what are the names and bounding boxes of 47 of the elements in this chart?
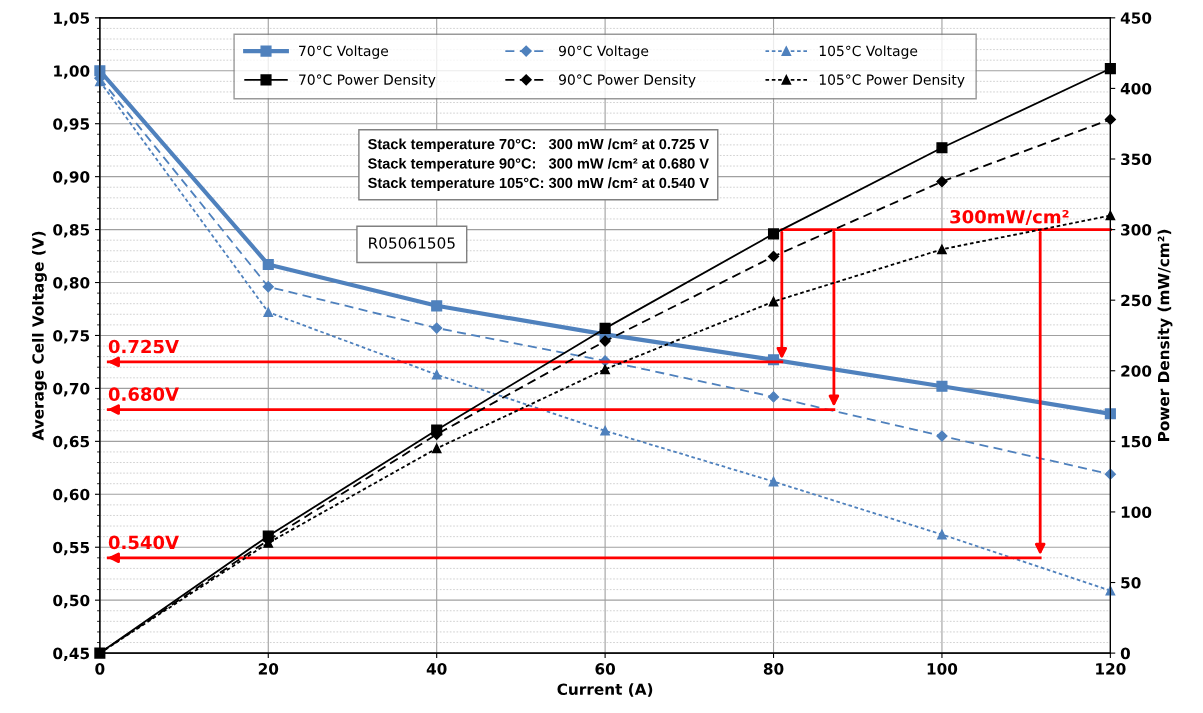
y2-tick-label: 250 xyxy=(1121,294,1152,307)
x-tick-label: 20 xyxy=(258,663,279,675)
y-tick-label: 0,55 xyxy=(53,541,90,556)
annotation: Stack temperature 105°C: 300 mW /cm² at 0.540 V xyxy=(368,177,709,191)
y2-tick-label: 150 xyxy=(1121,435,1152,448)
y-tick-label: 0,70 xyxy=(53,382,90,397)
y2-tick-label: 400 xyxy=(1120,82,1152,95)
y-tick-label: 0,60 xyxy=(53,488,90,503)
legend-label: 105°C Voltage xyxy=(819,45,918,59)
y-tick-label: 1,05 xyxy=(54,12,90,26)
y2-tick-label: 200 xyxy=(1121,365,1152,377)
legend-label: 70°C Power Density xyxy=(299,74,436,88)
y-tick-label: 1,00 xyxy=(54,65,90,79)
y-tick-label: 0,95 xyxy=(53,118,90,132)
annotation: R05061505 xyxy=(369,237,455,249)
y2-axis-title: Power Density (mW/cm²) xyxy=(1157,229,1173,441)
x-tick-label: 80 xyxy=(763,663,784,675)
x-tick-label: 0 xyxy=(95,663,105,675)
x-axis-title: Current (A) xyxy=(557,683,653,697)
legend-label: 90°C Power Density xyxy=(558,74,696,88)
y2-tick-label: 0 xyxy=(1120,647,1130,660)
ref-line-label: 300mW/cm² xyxy=(950,209,1069,225)
y-tick-label: 0,90 xyxy=(53,171,90,185)
legend-label: 105°C Power Density xyxy=(819,74,965,88)
y-tick-label: 0,45 xyxy=(53,647,90,662)
annotation: Stack temperature 70°C: 300 mW /cm² at 0.725 V xyxy=(368,138,709,153)
y2-tick-label: 50 xyxy=(1121,576,1141,589)
y2-tick-label: 450 xyxy=(1120,12,1152,24)
y-tick-label: 0,75 xyxy=(53,329,90,344)
y-axis-title: Average Cell Voltage (V) xyxy=(31,231,47,441)
y-tick-label: 0,80 xyxy=(53,276,90,291)
y-tick-label: 0,50 xyxy=(53,594,90,609)
ref-line-label: 0.540V xyxy=(108,535,179,550)
y2-tick-label: 350 xyxy=(1121,153,1152,166)
y-tick-label: 0,65 xyxy=(53,435,90,450)
legend-label: 70°C Voltage xyxy=(299,45,389,59)
x-tick-label: 120 xyxy=(1096,663,1126,675)
y2-tick-label: 300 xyxy=(1121,224,1152,236)
x-tick-label: 40 xyxy=(426,663,447,675)
y2-tick-label: 100 xyxy=(1121,506,1152,518)
ref-line-label: 0.680V xyxy=(108,387,179,401)
x-tick-label: 60 xyxy=(595,663,616,675)
legend-label: 90°C Voltage xyxy=(558,45,649,59)
ref-line-label: 0.725V xyxy=(108,339,179,354)
annotation: Stack temperature 90°C: 300 mW /cm² at 0.680 V xyxy=(368,157,709,172)
y-tick-label: 0,85 xyxy=(53,224,90,238)
x-tick-label: 100 xyxy=(927,663,958,675)
